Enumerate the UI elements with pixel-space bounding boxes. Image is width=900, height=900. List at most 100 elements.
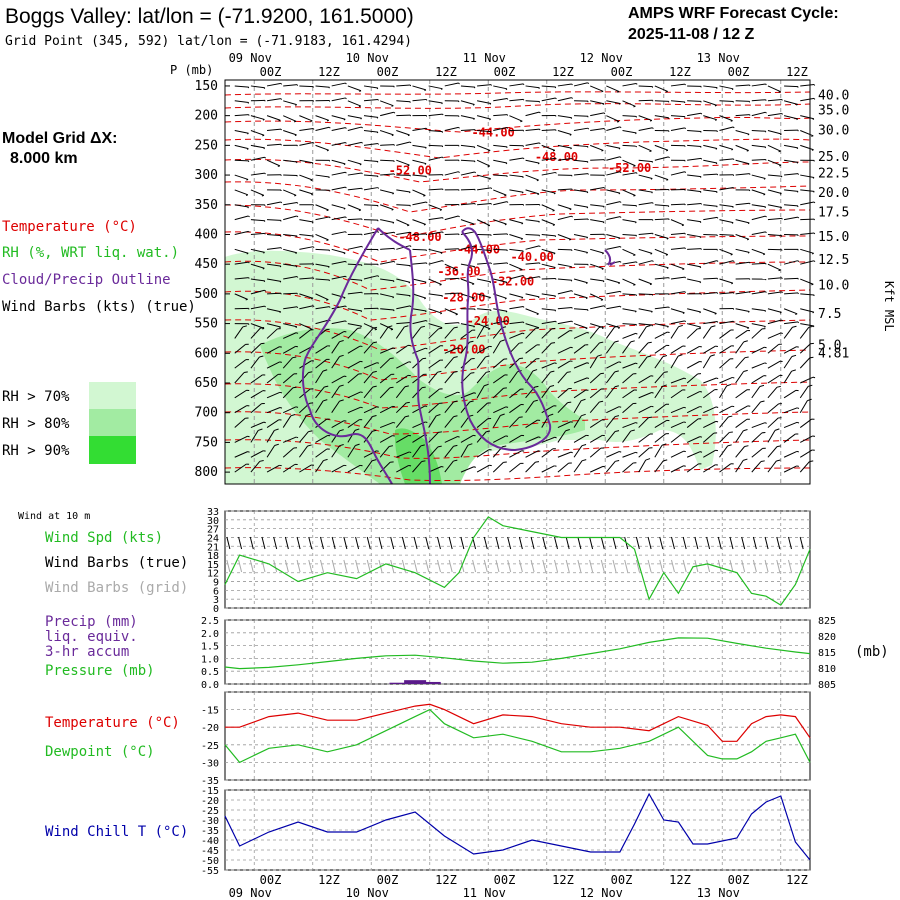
wind-barb-staff (638, 127, 653, 131)
wind-barb-staff (557, 290, 572, 295)
wind-barb-flag (614, 385, 619, 388)
wind-barb-staff (363, 98, 378, 102)
wind-barb-staff (477, 202, 492, 206)
wind-barb-flag (746, 150, 749, 152)
wind-barb-staff (541, 263, 556, 269)
wind-barb-staff (525, 358, 537, 369)
panel-y-tick-label: -15 (201, 786, 219, 797)
wind-barb-staff (234, 417, 246, 428)
wind-barb-flag (474, 245, 477, 248)
surface-wind-barb (670, 536, 675, 550)
surface-wind-barb-grid (717, 559, 722, 573)
wind-barb-staff (735, 84, 750, 87)
wind-barb-flag (409, 245, 412, 247)
wind-barb-flag (744, 445, 749, 447)
surface-wind-barb-grid (472, 559, 477, 573)
wind-barb-staff (751, 204, 766, 208)
wind-barb-flag (484, 383, 489, 387)
wind-barb-staff (557, 320, 572, 325)
wind-barb-flag (441, 260, 444, 262)
wind-barb-staff (606, 305, 621, 310)
wind-barb-flag (522, 191, 524, 194)
wind-barb-staff (476, 371, 487, 384)
wind-barb-staff (380, 130, 394, 136)
wind-barb-flag (425, 147, 427, 149)
wind-barb-flag (662, 355, 668, 358)
surface-wind-barb (331, 536, 336, 550)
wind-barb-staff (670, 219, 685, 226)
wind-barb-staff (589, 293, 604, 301)
wind-barb-staff (638, 342, 649, 354)
temperature-contour-label: -44.00 (471, 125, 514, 139)
wind-barb-flag (571, 83, 573, 86)
panel-y-tick-label: -20 (201, 723, 219, 734)
wind-barb-flag (295, 406, 299, 408)
wind-barb-staff (331, 375, 345, 384)
wind-barb-staff (541, 293, 556, 297)
wind-barb-flag (796, 118, 799, 121)
wind-barb-staff (784, 216, 798, 221)
wind-barb-staff (622, 323, 637, 326)
wind-barb-flag (743, 340, 748, 343)
wind-barb-staff (299, 159, 314, 164)
wind-barb-staff (363, 275, 378, 280)
wind-barb-flag (663, 459, 668, 462)
wind-barb-flag (619, 246, 622, 248)
surface-wind-barb-grid (589, 559, 594, 573)
wind-barb-staff (299, 189, 313, 195)
height-tick-label: 10.0 (818, 279, 849, 294)
height-tick-label: 30.0 (818, 124, 849, 139)
wind-barb-staff (719, 144, 734, 150)
wind-barb-flag (343, 163, 346, 166)
panel-y-tick-label: 18 (207, 551, 219, 562)
wind-barb-staff (363, 115, 378, 118)
surface-wind-barb-grid (238, 559, 243, 573)
surface-wind-barb (308, 536, 313, 550)
wind-barb-staff (800, 323, 815, 327)
wind-barb-staff (670, 171, 685, 176)
wind-barb-staff (363, 130, 378, 133)
wind-barb-flag (361, 126, 363, 129)
wind-barb-flag (519, 416, 523, 418)
wind-barb-flag (781, 291, 783, 294)
wind-barb-staff (638, 308, 653, 312)
wind-barb-flag (358, 105, 361, 108)
wind-barb-flag (778, 269, 781, 272)
wind-barb-flag (538, 87, 540, 89)
wind-barb-staff (234, 215, 249, 221)
wind-barb-staff (783, 356, 793, 369)
wind-barb-flag (455, 269, 458, 271)
wind-barb-staff (347, 323, 362, 327)
wind-barb-staff (703, 100, 717, 106)
wind-barb-staff (299, 293, 313, 299)
wind-barb-staff (283, 130, 297, 136)
wind-barb-staff (428, 204, 442, 211)
wind-barb-staff (573, 278, 588, 284)
wind-barb-flag (425, 201, 428, 204)
wind-barb-flag (520, 120, 523, 123)
wind-barb-staff (687, 144, 702, 148)
wind-barb-staff (670, 203, 686, 206)
wind-barb-flag (601, 90, 604, 93)
wind-barb-staff (299, 219, 314, 223)
wind-barb-flag (421, 460, 426, 463)
wind-barb-staff (800, 232, 815, 235)
wind-barb-staff (250, 421, 265, 429)
surface-wind-barb (741, 536, 746, 550)
wind-barb-flag (280, 83, 283, 85)
wind-barb-staff (638, 232, 653, 235)
wind-barb-flag (731, 88, 734, 91)
wind-barb-staff (557, 158, 572, 161)
wind-barb-flag (743, 369, 748, 372)
wind-barb-staff (557, 402, 568, 414)
wind-barb-flag (441, 466, 444, 468)
wind-barb-staff (363, 342, 374, 354)
wind-barb-staff (800, 201, 815, 206)
wind-barb-staff (315, 144, 329, 151)
wind-barb-staff (670, 465, 684, 473)
wind-barb-staff (767, 417, 779, 428)
wind-barb-flag (258, 428, 263, 431)
wind-barb-flag (409, 305, 412, 308)
wind-barb-staff (605, 461, 616, 473)
